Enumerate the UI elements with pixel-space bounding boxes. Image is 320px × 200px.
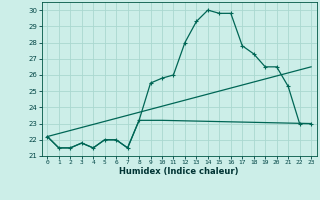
X-axis label: Humidex (Indice chaleur): Humidex (Indice chaleur) <box>119 167 239 176</box>
